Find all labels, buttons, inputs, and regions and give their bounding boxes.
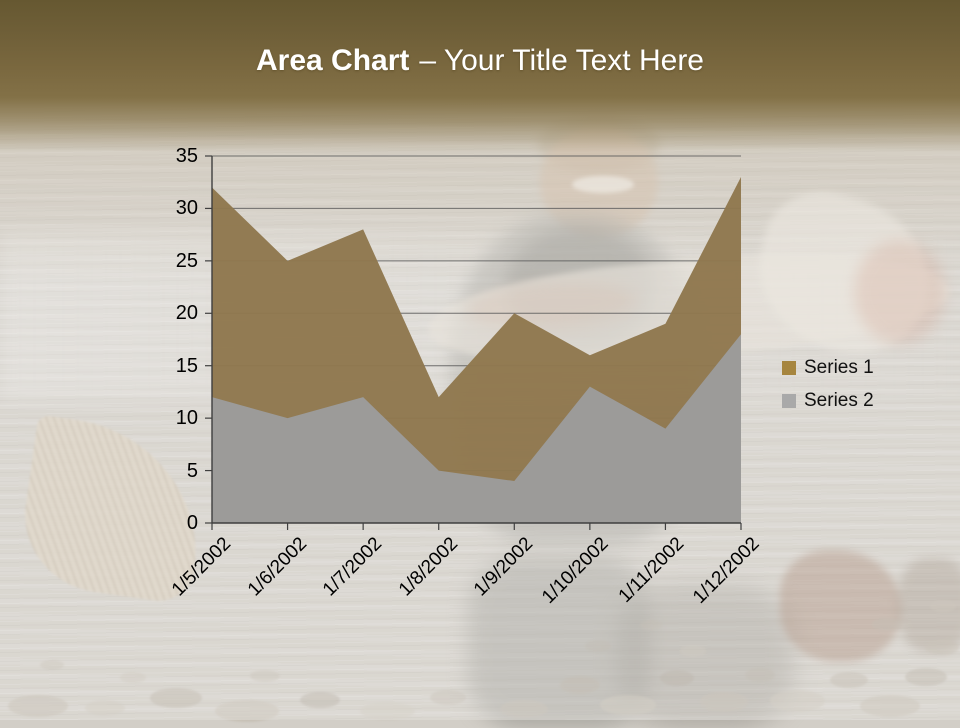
legend-item-series-1: Series 1 bbox=[782, 357, 874, 378]
y-axis-tick-label: 5 bbox=[186, 459, 198, 482]
y-axis-tick-label: 30 bbox=[175, 197, 198, 220]
pebble bbox=[872, 618, 902, 631]
pebble bbox=[680, 645, 706, 657]
pebble bbox=[215, 700, 279, 722]
pebble bbox=[660, 670, 694, 686]
title-banner bbox=[0, 0, 960, 152]
series-2-area bbox=[212, 334, 741, 523]
pebble bbox=[250, 670, 280, 682]
pebble bbox=[500, 700, 548, 718]
pebble bbox=[8, 695, 68, 717]
pebble bbox=[85, 700, 125, 716]
pebble bbox=[640, 620, 662, 630]
legend-label: Series 2 bbox=[804, 390, 874, 411]
y-axis-tick-label: 20 bbox=[175, 302, 198, 325]
legend-label: Series 1 bbox=[804, 357, 874, 378]
pebble bbox=[40, 660, 64, 670]
y-axis-tick-label: 15 bbox=[175, 354, 198, 377]
legend-swatch-series-2 bbox=[782, 394, 796, 408]
legend-swatch-series-1 bbox=[782, 361, 796, 375]
pebble bbox=[830, 672, 868, 688]
pebble bbox=[770, 690, 825, 712]
y-axis-tick-label: 0 bbox=[186, 512, 198, 534]
y-axis-tick-label: 35 bbox=[175, 145, 198, 167]
title-rest-text: – Your Title Text Here bbox=[419, 44, 704, 77]
pebble bbox=[120, 672, 146, 683]
pebble bbox=[700, 692, 748, 712]
chart-legend: Series 1 Series 2 bbox=[782, 357, 874, 427]
slide-title: Area Chart – Your Title Text Here bbox=[0, 41, 960, 81]
pebble bbox=[930, 600, 956, 612]
title-bold-text: Area Chart bbox=[255, 44, 410, 77]
pebble bbox=[745, 668, 775, 682]
pebble bbox=[360, 702, 415, 720]
pebble bbox=[430, 690, 466, 705]
pebble bbox=[585, 640, 611, 652]
pebble bbox=[905, 668, 947, 686]
legend-item-series-2: Series 2 bbox=[782, 390, 874, 411]
pebble bbox=[925, 640, 959, 655]
pebble bbox=[600, 695, 656, 715]
pebble bbox=[860, 695, 920, 717]
child-smile bbox=[572, 176, 634, 193]
pebble bbox=[150, 688, 202, 708]
y-axis-tick-label: 10 bbox=[175, 407, 198, 430]
dark-rock bbox=[898, 558, 960, 652]
red-rock bbox=[780, 550, 902, 662]
pebble bbox=[300, 692, 340, 708]
pebble bbox=[560, 676, 600, 694]
y-axis-tick-label: 25 bbox=[175, 249, 198, 272]
fish-gill-patch bbox=[854, 240, 946, 344]
